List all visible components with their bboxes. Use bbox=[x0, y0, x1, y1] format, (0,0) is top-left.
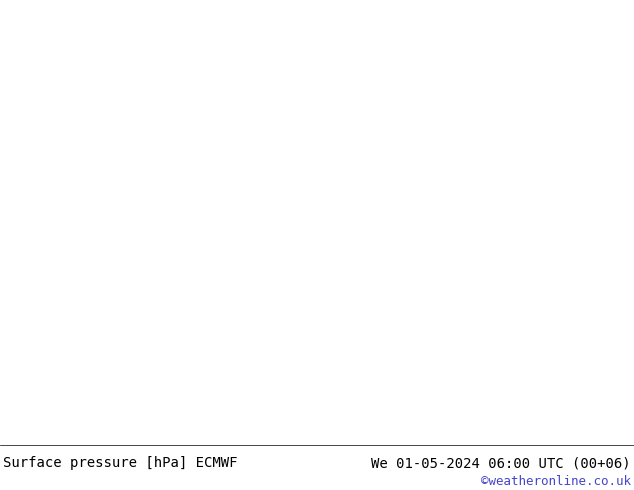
Text: We 01-05-2024 06:00 UTC (00+06): We 01-05-2024 06:00 UTC (00+06) bbox=[371, 456, 631, 470]
Text: ©weatheronline.co.uk: ©weatheronline.co.uk bbox=[481, 475, 631, 488]
Text: Surface pressure [hPa] ECMWF: Surface pressure [hPa] ECMWF bbox=[3, 456, 238, 470]
